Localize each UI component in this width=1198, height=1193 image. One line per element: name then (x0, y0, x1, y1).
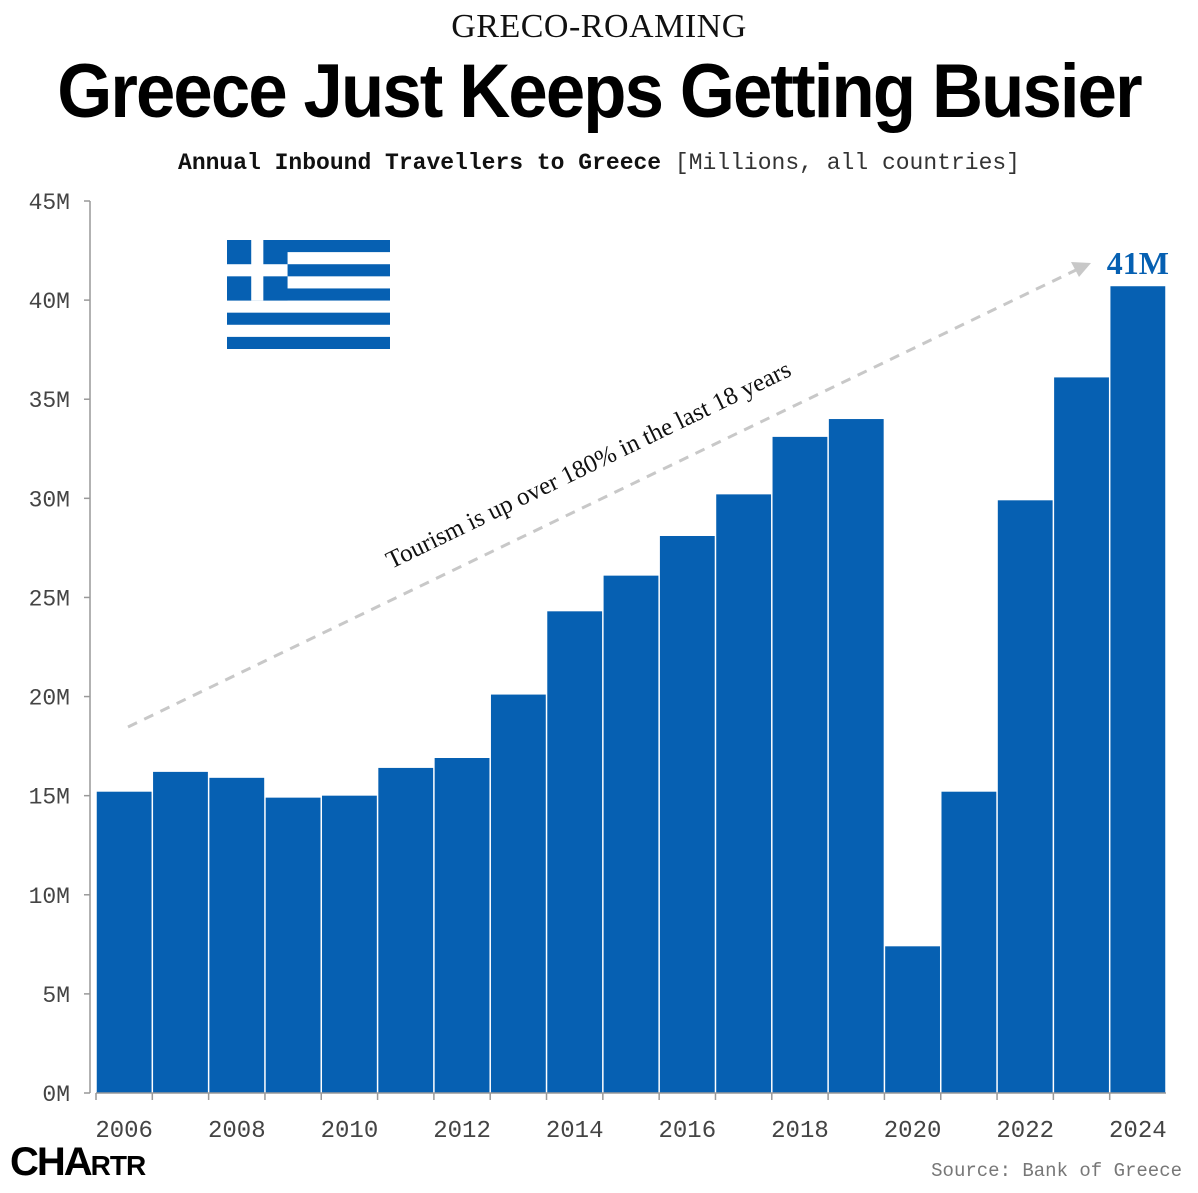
bar-2013 (490, 694, 546, 1093)
trend-arrow-line (127, 268, 1077, 729)
x-tick-label: 2022 (996, 1118, 1054, 1145)
bar-2011 (378, 767, 434, 1093)
greek-flag-icon (227, 240, 390, 349)
page-title: Greece Just Keeps Getting Busier (57, 49, 1142, 134)
peak-value-label: 41M (1107, 245, 1169, 281)
y-tick-label: 25M (29, 586, 70, 612)
bar-2009 (265, 797, 321, 1093)
x-tick-label: 2024 (1109, 1118, 1167, 1145)
y-tick-label: 45M (29, 190, 70, 216)
chart-subtitle: Annual Inbound Travellers to Greece [Mil… (0, 150, 1198, 176)
kicker: GRECO-ROAMING (451, 8, 747, 45)
y-tick-label: 0M (42, 1082, 70, 1108)
trend-arrowhead (1071, 262, 1091, 277)
x-tick-label: 2010 (321, 1118, 379, 1145)
bar-2024 (1110, 286, 1166, 1093)
flag-stripe (227, 312, 390, 325)
bar-2023 (1054, 377, 1109, 1093)
x-tick-label: 2006 (95, 1118, 153, 1145)
flag-cross-horizontal (227, 264, 288, 277)
bar-2021 (941, 791, 997, 1093)
y-tick-label: 35M (29, 388, 70, 414)
bar-2008 (209, 777, 265, 1093)
bar-2014 (547, 611, 603, 1093)
logo-main: CHA (10, 1140, 93, 1184)
subtitle-main: Annual Inbound Travellers to Greece (178, 150, 662, 176)
y-tick-label: 10M (29, 884, 70, 910)
chartr-logo: CHARTR (10, 1140, 147, 1185)
x-tick-label: 2016 (659, 1118, 717, 1145)
source-note: Source: Bank of Greece (931, 1160, 1182, 1182)
y-axis: 0M 5M 10M 15M 20M 25M 30M 35M 40M 45M (29, 190, 91, 1108)
bar-2019 (828, 419, 884, 1093)
bar-2017 (716, 494, 772, 1093)
bar-2022 (997, 500, 1053, 1093)
bar-2015 (603, 575, 659, 1093)
y-tick-label: 15M (29, 785, 70, 811)
bar-2018 (772, 436, 828, 1094)
bar-2007 (153, 771, 208, 1093)
x-tick-label: 2012 (433, 1118, 491, 1145)
bar-2010 (322, 795, 377, 1093)
x-axis: 2006 2008 2010 2012 2014 2016 2018 2020 2022 2024 (95, 1092, 1167, 1145)
x-tick-label: 2014 (546, 1118, 604, 1145)
flag-stripe (227, 336, 390, 349)
y-tick-label: 5M (42, 983, 70, 1009)
bars (96, 286, 1166, 1094)
subtitle-unit: [Millions, all countries] (674, 150, 1020, 176)
logo-small: RTR (90, 1150, 147, 1181)
bar-2006 (96, 791, 152, 1093)
x-tick-label: 2020 (884, 1118, 942, 1145)
bar-2020 (885, 946, 940, 1093)
x-tick-label: 2018 (771, 1118, 829, 1145)
bar-2012 (434, 758, 490, 1093)
bar-2016 (659, 535, 715, 1093)
y-tick-label: 40M (29, 289, 70, 315)
y-tick-label: 30M (29, 487, 70, 513)
y-tick-label: 20M (29, 686, 70, 712)
x-tick-label: 2008 (208, 1118, 266, 1145)
